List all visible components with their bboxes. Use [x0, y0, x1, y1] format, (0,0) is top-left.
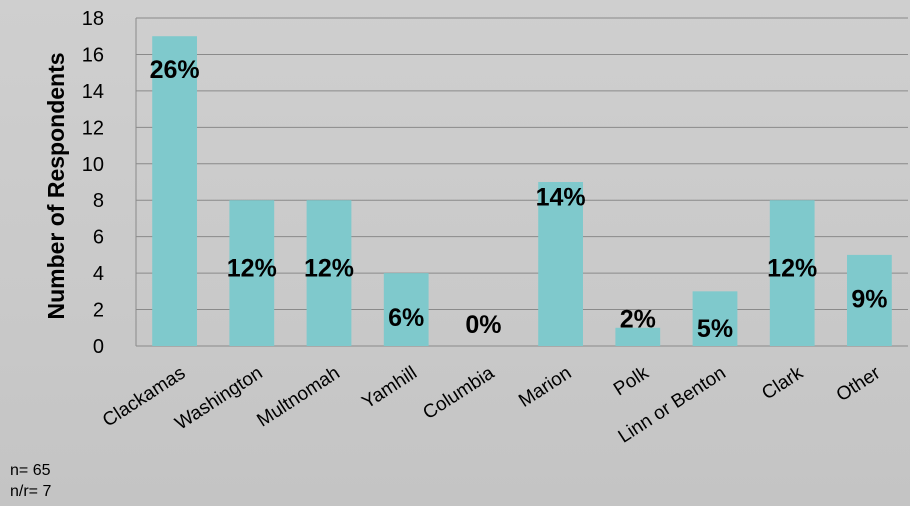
x-tick-label: Polk	[610, 362, 653, 400]
data-label: 12%	[304, 255, 354, 283]
y-tick-label: 12	[82, 117, 104, 139]
y-tick-label: 2	[93, 300, 104, 322]
y-axis-title: Number of Respondents	[43, 52, 69, 319]
no-response-note: n/r= 7	[10, 483, 52, 500]
data-label: 12%	[227, 255, 277, 283]
data-label: 14%	[536, 184, 586, 212]
y-axis-ticks: 0 2 4 6 8 10 12 14 16 18	[82, 8, 104, 358]
bar-clackamas	[152, 36, 197, 346]
y-tick-label: 16	[82, 44, 104, 66]
data-labels: 26% 12% 12% 6% 0% 14% 2% 5% 12% 9%	[150, 56, 888, 343]
bar-polk	[615, 327, 661, 346]
x-tick-label: Clark	[758, 362, 807, 404]
y-tick-label: 14	[82, 81, 104, 103]
y-tick-label: 4	[93, 263, 104, 285]
y-tick-label: 0	[93, 336, 104, 358]
data-label: 6%	[388, 304, 424, 332]
bar-marion	[538, 182, 583, 346]
data-label: 9%	[851, 286, 887, 314]
data-label: 0%	[465, 311, 501, 339]
bar-yamhill	[383, 273, 429, 346]
data-label: 26%	[150, 56, 200, 84]
x-tick-label: Multnomah	[253, 363, 343, 432]
sample-size-note: n= 65	[10, 462, 51, 479]
bar-linn-or-benton	[692, 291, 738, 346]
data-label: 2%	[620, 306, 656, 334]
data-label: 5%	[697, 315, 733, 343]
x-tick-label: Other	[833, 362, 885, 406]
bar-multnomah	[306, 200, 352, 346]
y-tick-label: 18	[82, 8, 104, 30]
x-tick-label: Marion	[515, 363, 575, 412]
bar-washington	[229, 200, 275, 346]
y-tick-label: 6	[93, 227, 104, 249]
bar-clark	[769, 200, 815, 346]
data-label: 12%	[767, 255, 817, 283]
bars	[152, 36, 892, 346]
x-tick-label: Washington	[172, 363, 267, 435]
x-tick-label: Columbia	[419, 362, 498, 424]
x-tick-label: Yamhill	[358, 363, 421, 414]
y-tick-label: 10	[82, 154, 104, 176]
y-tick-label: 8	[93, 190, 104, 212]
bar-other	[847, 254, 892, 346]
